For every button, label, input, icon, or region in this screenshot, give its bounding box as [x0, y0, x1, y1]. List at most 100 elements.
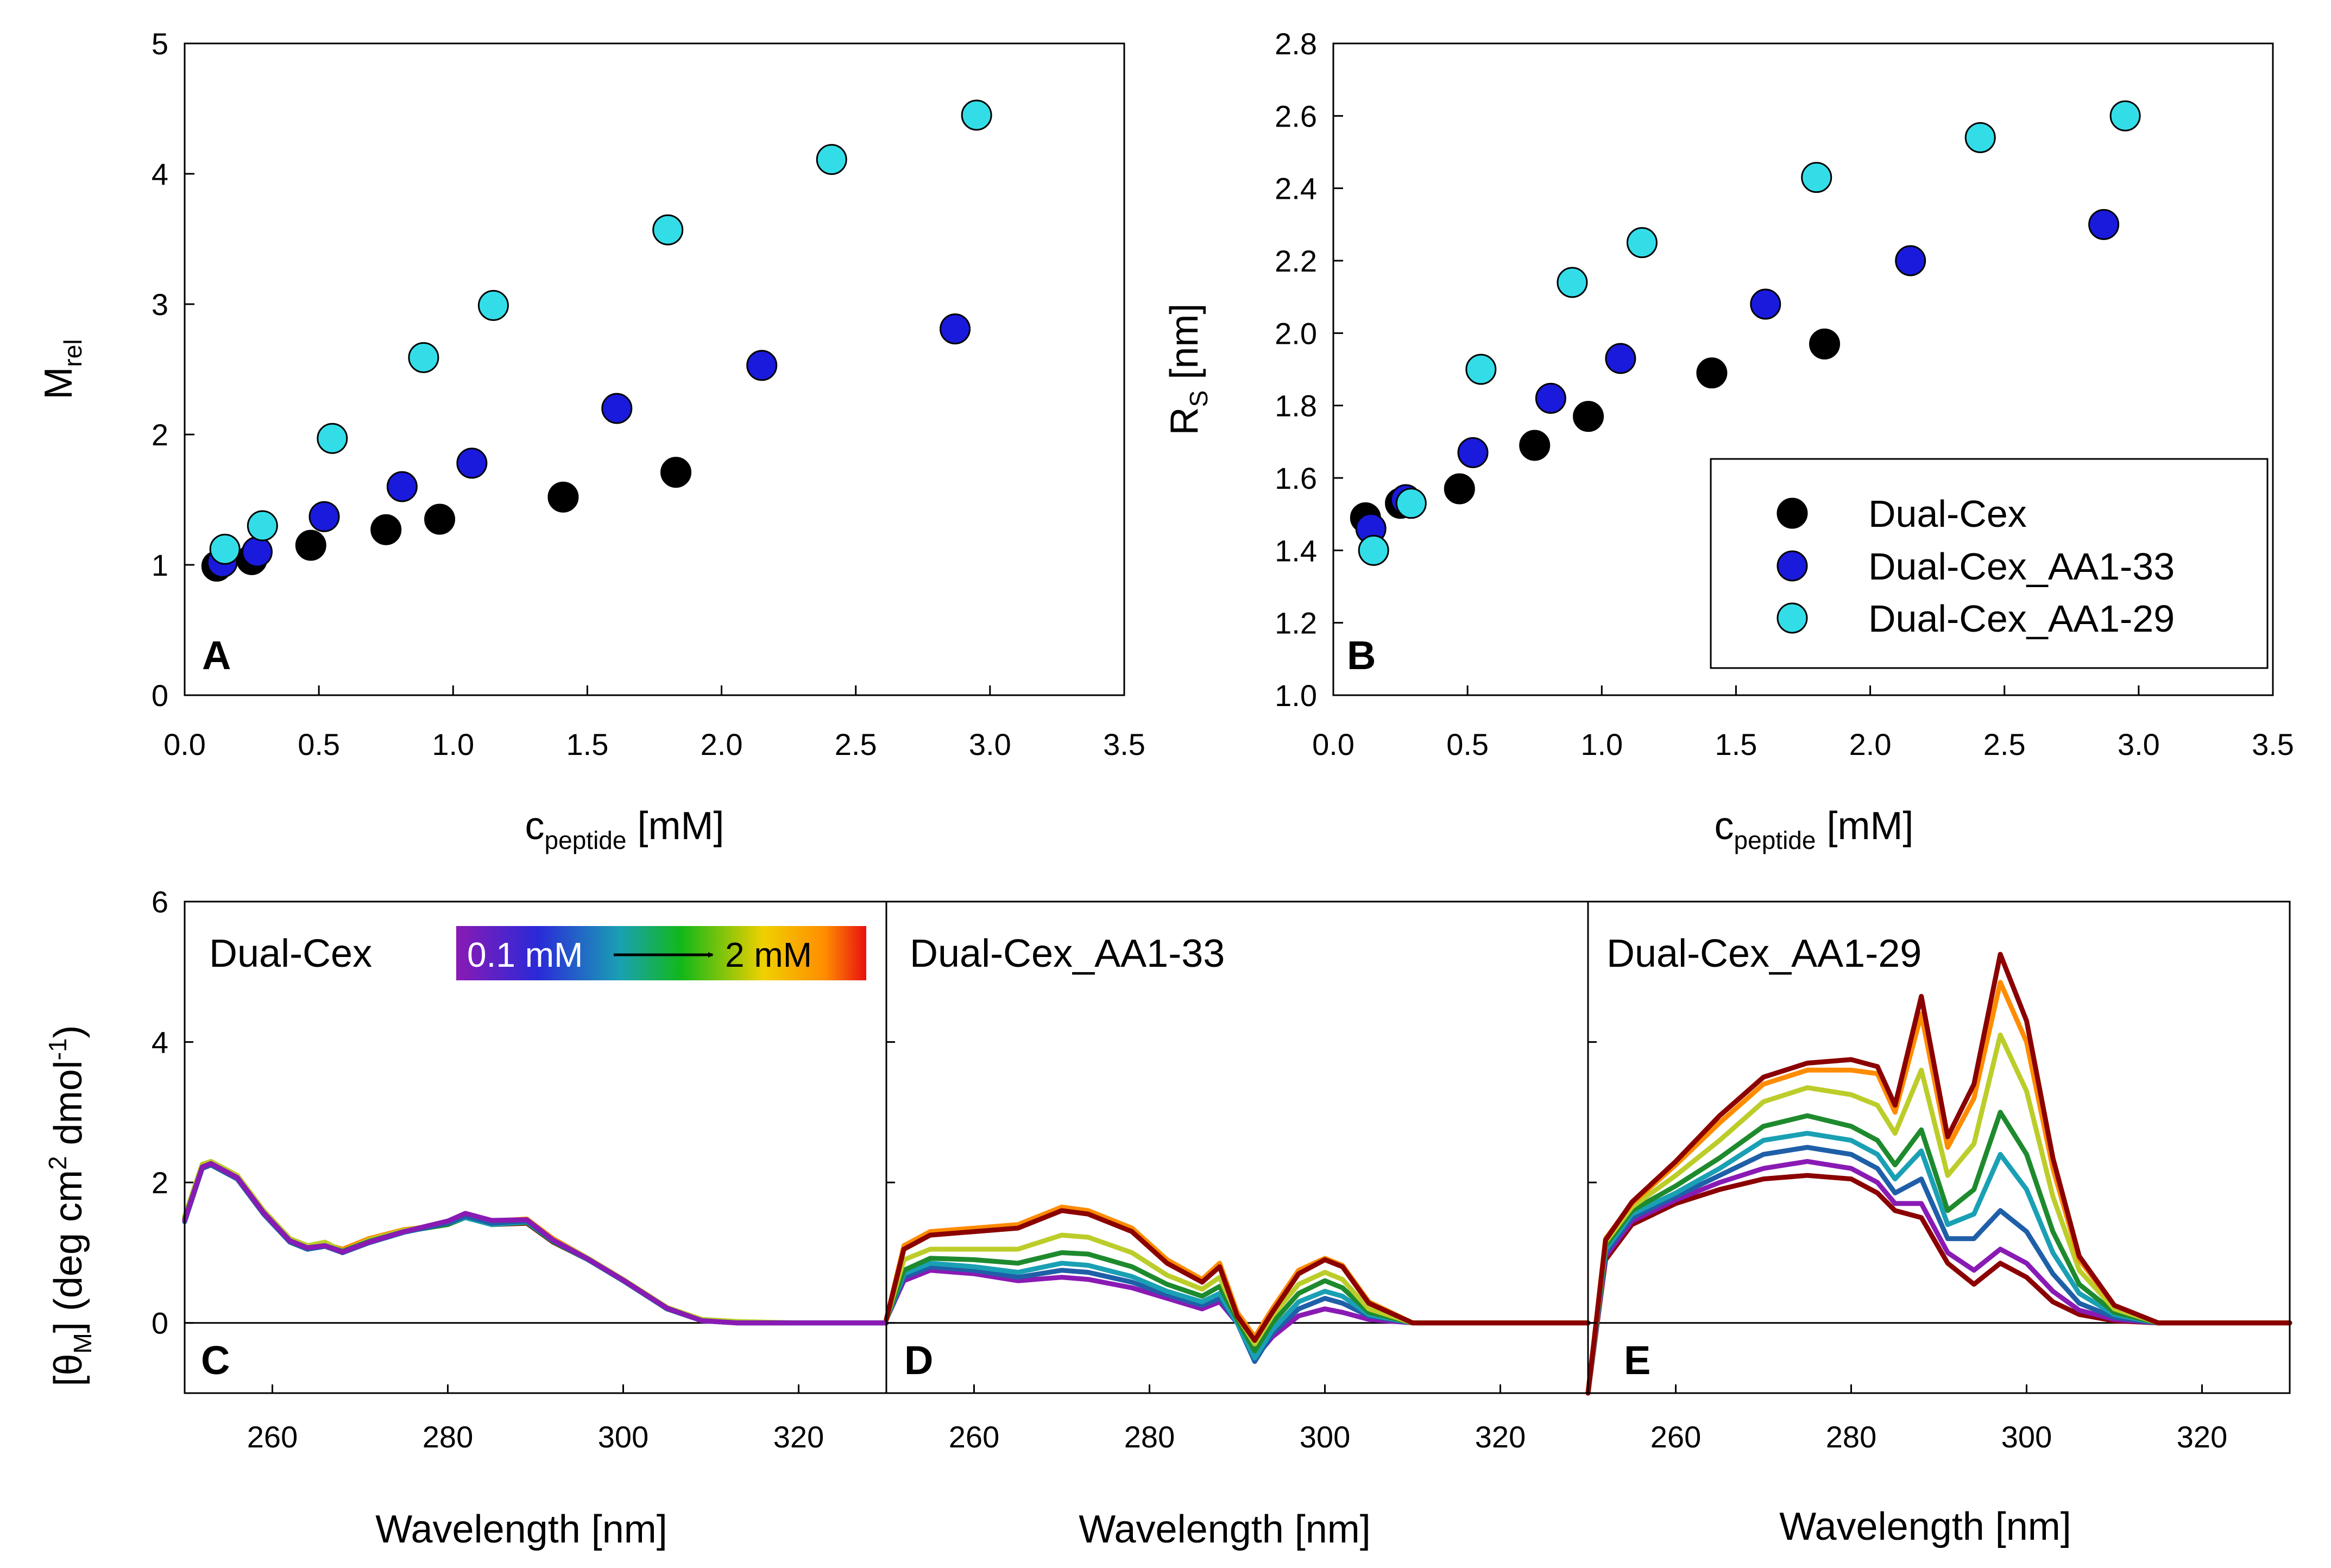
panel-a-point-dual-cex-aa1-33 — [308, 501, 340, 532]
panel-d-title: Dual-Cex_AA1-33 — [910, 932, 1225, 975]
panel-a-xtick-label: 3.5 — [1103, 727, 1145, 761]
panel-b-ticks: 0.0 0.5 1.0 1.5 2.0 2.5 3.0 3.5 1.0 1.2 1.4 1.6 1.8 2… — [1275, 27, 2294, 761]
panel-d-xtick-label: 320 — [1475, 1420, 1526, 1454]
panel-b-point-dual-cex-aa1-29 — [1358, 534, 1389, 566]
panel-e-xtick-label: 260 — [1650, 1420, 1701, 1454]
panel-a-ytick-label: 3 — [152, 287, 168, 322]
panel-b-point-dual-cex-aa1-33 — [2088, 209, 2120, 240]
panel-a-xtick-label: 0.5 — [298, 727, 340, 761]
panel-a-point-dual-cex — [547, 481, 579, 513]
legend-marker-aa1-29 — [1776, 602, 1808, 634]
panel-b-point-dual-cex-aa1-29 — [2109, 100, 2141, 131]
panel-b-xlabel: cpeptide [mM] — [1715, 804, 1914, 854]
legend-label-aa1-33: Dual-Cex_AA1-33 — [1868, 545, 2175, 588]
panel-e-curve-c6 — [1585, 1032, 2292, 1396]
spectra-ticks: 260 280 300 320 0 2 4 6 260 280 300 320 260 280 300 320 — [152, 885, 2227, 1454]
panel-b-point-dual-cex-aa1-33 — [1457, 437, 1489, 468]
panel-e-xtick-label: 300 — [2001, 1420, 2052, 1454]
panel-c-xtick-label: 260 — [247, 1420, 298, 1454]
panel-b-point-dual-cex — [1696, 357, 1728, 389]
legend-marker-aa1-33 — [1776, 550, 1808, 582]
panel-b-xtick-label: 2.5 — [1983, 727, 2026, 761]
panel-a-ylabel: Mrel — [37, 339, 87, 399]
panel-b-xtick-label: 0.0 — [1312, 727, 1354, 761]
panel-a-point-dual-cex-aa1-33 — [241, 536, 273, 568]
panel-b-ytick-label: 1.2 — [1275, 606, 1317, 640]
legend-label-dual-cex: Dual-Cex — [1868, 493, 2027, 535]
spectra-ylabel: [θM] (deg cm2 dmol-1) — [43, 1025, 97, 1386]
panel-d-xtick-label: 280 — [1124, 1420, 1175, 1454]
panel-d-xlabel: Wavelength [nm] — [1079, 1508, 1371, 1551]
panel-b-xtick-label: 3.0 — [2118, 727, 2160, 761]
panel-d-xtick-label: 300 — [1300, 1420, 1350, 1454]
panel-e-curve-c8 — [1585, 952, 2292, 1396]
panel-e-frame — [1587, 901, 2291, 1394]
panel-b-frame — [1332, 42, 2274, 696]
panel-a: 0.0 0.5 1.0 1.5 2.0 2.5 3.0 3.5 0 1 2 3 4 5 A Mrel cp… — [37, 27, 1145, 854]
panel-c-xtick-label: 320 — [773, 1420, 824, 1454]
panel-e-curve-c5 — [1585, 1110, 2292, 1396]
panel-a-xtick-label: 0.0 — [163, 727, 206, 761]
panel-b-xtick-label: 1.5 — [1715, 727, 1757, 761]
panel-a-point-dual-cex-aa1-33 — [940, 313, 971, 345]
panel-b-xtick-label: 1.0 — [1580, 727, 1623, 761]
panel-b-ytick-label: 2.4 — [1275, 172, 1317, 206]
panel-b-point-dual-cex-aa1-29 — [1557, 267, 1588, 298]
panel-e-letter: E — [1624, 1338, 1650, 1383]
panel-b-ytick-label: 1.0 — [1275, 678, 1317, 713]
panel-b-point-dual-cex-aa1-33 — [1750, 288, 1781, 320]
panel-b-point-dual-cex — [1809, 328, 1841, 360]
panel-b-ytick-label: 1.6 — [1275, 461, 1317, 495]
panel-a-point-dual-cex-aa1-29 — [961, 99, 992, 131]
panel-a-point-dual-cex-aa1-29 — [408, 342, 439, 373]
panel-b-points — [1350, 100, 2141, 566]
panel-b-ytick-label: 2.0 — [1275, 316, 1317, 350]
panel-c-xtick-label: 300 — [598, 1420, 648, 1454]
panel-b-xtick-label: 0.5 — [1446, 727, 1489, 761]
panel-e: Dual-Cex_AA1-29 E — [1585, 932, 2292, 1396]
panel-b-point-dual-cex-aa1-29 — [1964, 122, 1996, 153]
panel-a-point-dual-cex-aa1-29 — [816, 144, 847, 175]
legend-label-aa1-29: Dual-Cex_AA1-29 — [1868, 597, 2175, 640]
panel-a-xtick-label: 2.0 — [701, 727, 743, 761]
panel-a-points — [201, 99, 992, 582]
panel-d-xtick-label: 260 — [949, 1420, 999, 1454]
panel-a-ytick-label: 0 — [152, 678, 168, 713]
panel-b-ytick-label: 1.4 — [1275, 533, 1317, 568]
panel-b-xtick-label: 3.5 — [2252, 727, 2294, 761]
panel-d-curve-c7 — [884, 1208, 1591, 1343]
panel-e-curve-c1 — [1585, 1173, 2292, 1396]
panel-a-point-dual-cex-aa1-29 — [477, 289, 509, 321]
panel-d: Dual-Cex_AA1-33 D — [884, 932, 1591, 1383]
panel-b-point-dual-cex — [1519, 430, 1551, 461]
panel-a-xtick-label: 3.0 — [969, 727, 1011, 761]
spectra-frames — [184, 901, 2291, 1394]
panel-c-xtick-label: 280 — [423, 1420, 473, 1454]
colorbar: 0.1 mM 2 mM — [456, 926, 866, 980]
panel-a-point-dual-cex-aa1-33 — [746, 350, 778, 381]
panel-b-ytick-label: 2.6 — [1275, 99, 1317, 133]
panel-e-xlabel: Wavelength [nm] — [1779, 1505, 2071, 1548]
panel-b-ytick-label: 2.2 — [1275, 244, 1317, 278]
panel-e-xtick-label: 280 — [1826, 1420, 1876, 1454]
panel-e-curve-c3 — [1585, 1145, 2292, 1396]
panel-a-point-dual-cex — [295, 530, 326, 561]
panel-c-curves — [182, 1158, 889, 1326]
panel-d-curves — [884, 1204, 1591, 1364]
panel-b-ytick-label: 1.8 — [1275, 389, 1317, 423]
panel-b-ylabel: RS [nm] — [1163, 304, 1213, 436]
panel-e-xtick-label: 320 — [2177, 1420, 2227, 1454]
panel-a-point-dual-cex-aa1-29 — [247, 510, 278, 541]
panel-c-ytick-label: 6 — [152, 885, 168, 919]
panel-b: 0.0 0.5 1.0 1.5 2.0 2.5 3.0 3.5 1.0 1.2 1.4 1.6 1.8 2… — [1163, 27, 2294, 854]
panel-b-point-dual-cex-aa1-29 — [1465, 354, 1497, 385]
panel-b-point-dual-cex-aa1-33 — [1535, 382, 1566, 414]
panel-c-xlabel: Wavelength [nm] — [375, 1508, 667, 1551]
panel-c-curve-c7 — [182, 1161, 889, 1326]
panel-a-frame — [184, 42, 1125, 696]
panel-c: Dual-Cex C 0.1 mM 2 mM — [182, 926, 889, 1383]
panel-b-point-dual-cex-aa1-33 — [1895, 245, 1926, 276]
panel-b-ytick-label: 2.8 — [1275, 27, 1317, 61]
panel-b-point-dual-cex-aa1-29 — [1801, 162, 1832, 193]
panel-a-xtick-label: 1.0 — [432, 727, 474, 761]
